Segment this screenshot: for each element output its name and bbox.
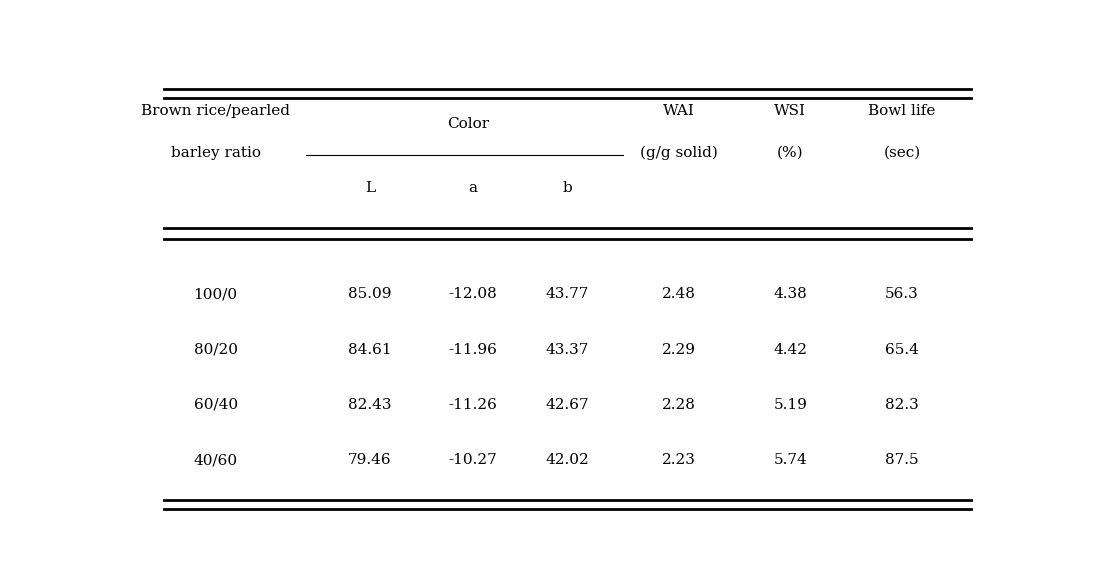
Text: Brown rice/pearled: Brown rice/pearled: [141, 104, 290, 118]
Text: -12.08: -12.08: [448, 288, 497, 301]
Text: 2.29: 2.29: [662, 343, 696, 356]
Text: -10.27: -10.27: [448, 453, 497, 467]
Text: WAI: WAI: [663, 104, 695, 118]
Text: 43.37: 43.37: [546, 343, 589, 356]
Text: 79.46: 79.46: [349, 453, 392, 467]
Text: 4.38: 4.38: [774, 288, 807, 301]
Text: b: b: [562, 181, 572, 195]
Text: 4.42: 4.42: [774, 343, 807, 356]
Text: (%): (%): [777, 146, 804, 160]
Text: 40/60: 40/60: [194, 453, 238, 467]
Text: a: a: [468, 181, 477, 195]
Text: 60/40: 60/40: [194, 398, 238, 412]
Text: (g/g solid): (g/g solid): [640, 146, 717, 160]
Text: Color: Color: [447, 117, 489, 131]
Text: WSI: WSI: [775, 104, 806, 118]
Text: -11.96: -11.96: [448, 343, 497, 356]
Text: 5.19: 5.19: [774, 398, 807, 412]
Text: L: L: [365, 181, 375, 195]
Text: 87.5: 87.5: [886, 453, 919, 467]
Text: (sec): (sec): [883, 146, 921, 160]
Text: 2.23: 2.23: [662, 453, 696, 467]
Text: 2.28: 2.28: [662, 398, 696, 412]
Text: 85.09: 85.09: [349, 288, 392, 301]
Text: 82.3: 82.3: [886, 398, 919, 412]
Text: 80/20: 80/20: [194, 343, 238, 356]
Text: 56.3: 56.3: [886, 288, 919, 301]
Text: 84.61: 84.61: [349, 343, 392, 356]
Text: barley ratio: barley ratio: [170, 146, 260, 160]
Text: 42.67: 42.67: [546, 398, 589, 412]
Text: 43.77: 43.77: [546, 288, 589, 301]
Text: 100/0: 100/0: [194, 288, 238, 301]
Text: 65.4: 65.4: [884, 343, 919, 356]
Text: 2.48: 2.48: [662, 288, 696, 301]
Text: 42.02: 42.02: [546, 453, 589, 467]
Text: Bowl life: Bowl life: [868, 104, 935, 118]
Text: 82.43: 82.43: [349, 398, 392, 412]
Text: -11.26: -11.26: [448, 398, 497, 412]
Text: 5.74: 5.74: [774, 453, 807, 467]
